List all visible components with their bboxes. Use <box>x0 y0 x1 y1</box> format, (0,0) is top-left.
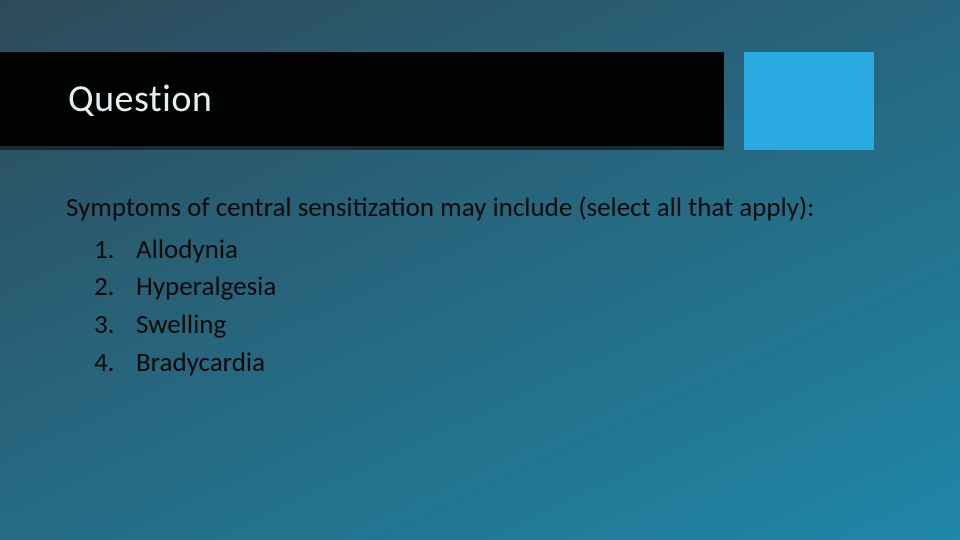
list-item: 3. Swelling <box>94 307 894 343</box>
option-label: Bradycardia <box>136 345 265 381</box>
slide-body: Symptoms of central sensitization may in… <box>66 190 894 382</box>
option-number: 1. <box>94 232 136 268</box>
option-number: 4. <box>94 345 136 381</box>
slide-title: Question <box>68 76 212 122</box>
option-number: 2. <box>94 269 136 305</box>
list-item: 4. Bradycardia <box>94 345 894 381</box>
option-label: Hyperalgesia <box>136 269 276 305</box>
list-item: 1. Allodynia <box>94 232 894 268</box>
options-list: 1. Allodynia 2. Hyperalgesia 3. Swelling… <box>66 232 894 381</box>
question-text: Symptoms of central sensitization may in… <box>66 190 894 226</box>
title-underline <box>0 146 724 150</box>
option-label: Allodynia <box>136 232 238 268</box>
list-item: 2. Hyperalgesia <box>94 269 894 305</box>
title-bar: Question <box>0 52 724 146</box>
accent-box <box>744 52 874 150</box>
option-label: Swelling <box>136 307 226 343</box>
slide: Question Symptoms of central sensitizati… <box>0 0 960 540</box>
option-number: 3. <box>94 307 136 343</box>
